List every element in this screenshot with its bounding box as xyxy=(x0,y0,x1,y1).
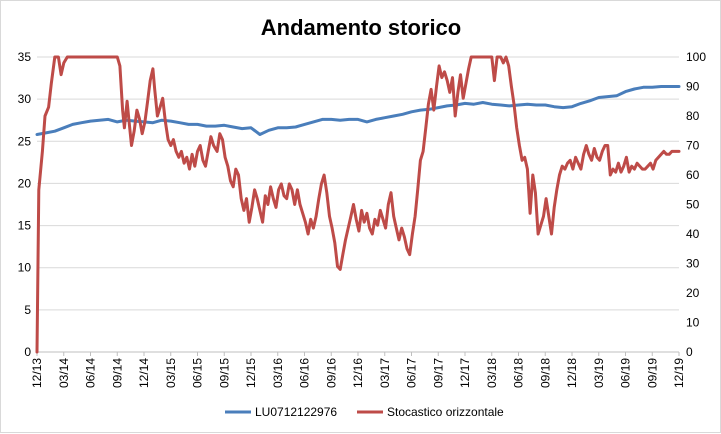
series-line-2 xyxy=(35,55,681,354)
x-tick-label: 06/17 xyxy=(405,358,419,388)
y-right-tick-label: 10 xyxy=(686,316,700,330)
y-right-tick-label: 50 xyxy=(686,198,700,212)
x-tick-label: 06/14 xyxy=(84,358,98,388)
x-tick-label: 12/13 xyxy=(30,358,44,388)
x-tick-label: 03/15 xyxy=(164,358,178,388)
x-tick-label: 09/18 xyxy=(538,358,552,388)
x-tick-label: 06/19 xyxy=(619,358,633,388)
x-tick-label: 03/18 xyxy=(485,358,499,388)
x-tick-label: 06/16 xyxy=(298,358,312,388)
grid-layer xyxy=(37,56,679,353)
y-right-tick-label: 70 xyxy=(686,139,700,153)
x-tick-label: 06/18 xyxy=(512,358,526,388)
legend-label-2: Stocastico orizzontale xyxy=(387,405,504,419)
x-tick-label: 12/19 xyxy=(672,358,686,388)
y-right-tick-label: 80 xyxy=(686,109,700,123)
y-right-tick-label: 90 xyxy=(686,80,700,94)
x-tick-label: 03/16 xyxy=(271,358,285,388)
y-right-tick-label: 0 xyxy=(686,345,693,359)
x-tick-label: 09/16 xyxy=(324,358,338,388)
legend: LU0712122976 Stocastico orizzontale xyxy=(225,405,504,419)
y-left-tick-label: 10 xyxy=(18,261,32,275)
x-tick-label: 03/17 xyxy=(378,358,392,388)
y-right-tick-label: 100 xyxy=(686,50,706,64)
x-tick-label: 12/18 xyxy=(565,358,579,388)
y-left-tick-label: 20 xyxy=(18,176,32,190)
y-left-tick-label: 30 xyxy=(18,92,32,106)
y-right-tick-label: 20 xyxy=(686,286,700,300)
x-tick-label: 12/14 xyxy=(137,358,151,388)
x-tick-label: 12/15 xyxy=(244,358,258,388)
y-right-tick-label: 40 xyxy=(686,227,700,241)
x-tick-label: 06/15 xyxy=(191,358,205,388)
series-layer xyxy=(35,55,681,354)
y-left-tick-label: 35 xyxy=(18,50,32,64)
y-right-tick-label: 60 xyxy=(686,168,700,182)
axis-layer: 0 5 10 15 20 25 30 35 0 10 20 30 40 50 60 70 80 90 100 12/1… xyxy=(18,50,707,388)
y-right-tick-label: 30 xyxy=(686,257,700,271)
y-left-tick-label: 15 xyxy=(18,219,32,233)
x-tick-label: 09/14 xyxy=(110,358,124,388)
y-left-tick-label: 5 xyxy=(24,303,31,317)
x-tick-label: 09/17 xyxy=(431,358,445,388)
legend-label-1: LU0712122976 xyxy=(255,405,337,419)
x-tick-label: 12/16 xyxy=(351,358,365,388)
y-left-tick-label: 0 xyxy=(24,345,31,359)
x-tick-label: 09/19 xyxy=(645,358,659,388)
chart-title: Andamento storico xyxy=(261,15,461,40)
x-tick-label: 03/14 xyxy=(57,358,71,388)
y-left-tick-label: 25 xyxy=(18,134,32,148)
x-tick-label: 12/17 xyxy=(458,358,472,388)
x-tick-label: 09/15 xyxy=(217,358,231,388)
x-tick-label: 03/19 xyxy=(592,358,606,388)
